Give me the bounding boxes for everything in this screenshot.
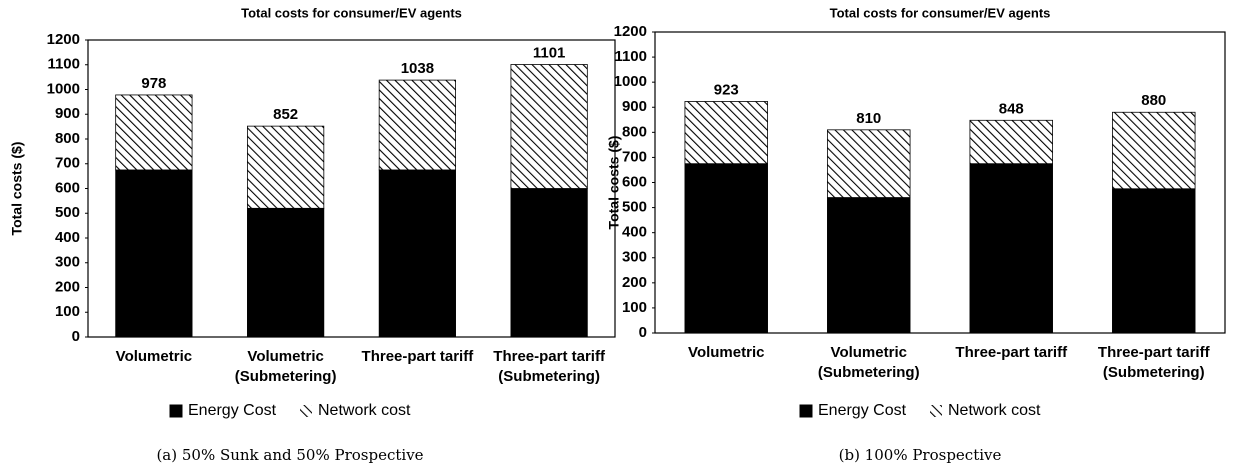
plot-frame — [654, 31, 1226, 334]
y-tick-label: 900 — [55, 105, 80, 122]
x-tick-label: (Submetering) — [818, 364, 920, 381]
legend-swatch — [300, 405, 312, 417]
total-label: 852 — [273, 106, 298, 123]
x-tick-label: Volumetric — [831, 344, 907, 361]
x-tick-label: (Submetering) — [235, 368, 337, 385]
bar-segment — [378, 79, 456, 171]
bar-segment — [115, 94, 193, 171]
x-tick-label: Three-part tariff — [955, 344, 1068, 361]
y-tick-label: 900 — [622, 98, 647, 115]
bar-segment — [969, 163, 1053, 334]
x-tick-label: (Submetering) — [498, 368, 600, 385]
bar-segment — [247, 207, 325, 338]
total-label: 880 — [1141, 92, 1166, 109]
chart-title: Total costs for consumer/EV agents — [241, 5, 462, 20]
bar-segment — [684, 163, 768, 334]
chart-title: Total costs for consumer/EV agents — [830, 5, 1051, 20]
y-tick-label: 100 — [622, 299, 647, 316]
y-tick-label: 600 — [55, 179, 80, 196]
y-tick-label: 700 — [55, 155, 80, 172]
y-tick-label: 100 — [55, 303, 80, 320]
caption: (b) 100% Prospective — [839, 446, 1002, 464]
y-tick-label: 700 — [622, 148, 647, 165]
caption: (a) 50% Sunk and 50% Prospective — [156, 446, 423, 464]
bar-segment — [684, 101, 768, 165]
total-label: 1038 — [401, 60, 434, 77]
total-label: 810 — [856, 110, 881, 127]
x-tick-label: (Submetering) — [1103, 364, 1205, 381]
y-tick-label: 1000 — [47, 80, 80, 97]
y-axis-label: Total costs ($) — [606, 136, 622, 230]
total-label: 848 — [999, 100, 1024, 117]
bar-segment — [827, 197, 911, 334]
total-label: 978 — [141, 75, 166, 92]
x-tick-label: Volumetric — [247, 348, 323, 365]
legend-label: Network cost — [318, 402, 411, 419]
x-tick-label: Volumetric — [688, 344, 764, 361]
y-tick-label: 200 — [55, 278, 80, 295]
bar-segment — [1112, 188, 1196, 334]
legend-label: Energy Cost — [188, 402, 277, 419]
bar-segment — [969, 119, 1053, 165]
y-tick-label: 300 — [55, 254, 80, 271]
legend-swatch — [169, 404, 183, 418]
x-tick-label: Three-part tariff — [493, 348, 606, 365]
x-tick-label: Three-part tariff — [1098, 344, 1211, 361]
y-tick-label: 1100 — [614, 48, 647, 65]
y-tick-label: 300 — [622, 249, 647, 266]
total-label: 923 — [714, 81, 739, 98]
y-tick-label: 1200 — [614, 23, 647, 40]
bar-segment — [378, 169, 456, 338]
plot-frame — [87, 39, 616, 338]
legend-swatch — [930, 405, 942, 417]
y-tick-label: 400 — [622, 224, 647, 241]
bar-segment — [247, 125, 325, 209]
x-tick-label: Three-part tariff — [362, 348, 475, 365]
bar-segment — [510, 188, 588, 338]
bar-segment — [115, 169, 193, 338]
y-tick-label: 0 — [72, 328, 80, 345]
bar-segment — [510, 64, 588, 189]
total-label: 1101 — [533, 44, 566, 61]
y-tick-label: 800 — [55, 130, 80, 147]
bar-segment — [827, 129, 911, 198]
y-tick-label: 800 — [622, 123, 647, 140]
y-tick-label: 400 — [55, 229, 80, 246]
x-tick-label: Volumetric — [116, 348, 192, 365]
y-tick-label: 1100 — [47, 56, 80, 73]
y-tick-label: 1000 — [614, 73, 647, 90]
legend-label: Network cost — [948, 402, 1041, 419]
y-tick-label: 500 — [622, 199, 647, 216]
legend-swatch — [799, 404, 813, 418]
y-tick-label: 600 — [622, 173, 647, 190]
y-tick-label: 1200 — [47, 31, 80, 48]
y-axis-label: Total costs ($) — [9, 142, 25, 236]
y-tick-label: 500 — [55, 204, 80, 221]
bar-segment — [1112, 111, 1196, 190]
y-tick-label: 0 — [639, 324, 647, 341]
y-tick-label: 200 — [622, 274, 647, 291]
legend-label: Energy Cost — [818, 402, 907, 419]
